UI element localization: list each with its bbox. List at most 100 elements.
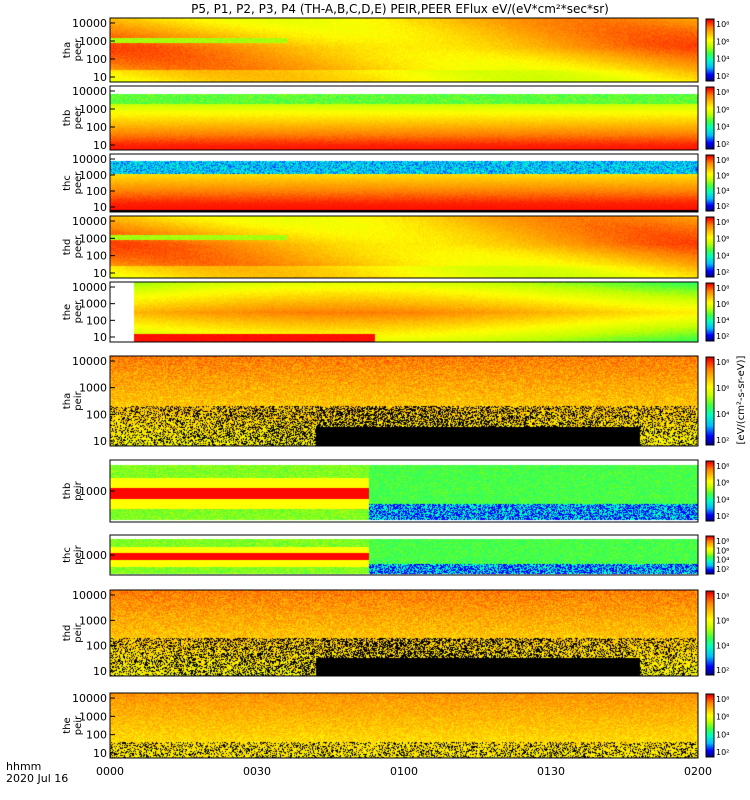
colorbar-tick-label: 10² [716, 436, 729, 445]
panel-ylabel: thb [62, 483, 73, 500]
thb-peer-raster [110, 86, 698, 150]
panel-the-peer: 10000 1000 100 10 the peer 10⁸ 10⁶ 10⁴ 10² [62, 281, 729, 344]
xtick-label: 0130 [537, 765, 565, 778]
ytick-label: 100 [86, 185, 107, 198]
thc-peer-frame [109, 153, 699, 213]
ytick-label: 1000 [79, 382, 107, 395]
ytick-label: 10000 [72, 355, 107, 368]
panel-ylabel: peer [73, 171, 84, 195]
ytick-label: 100 [86, 640, 107, 653]
colorbar-tick-label: 10⁴ [716, 251, 729, 260]
colorbar-tick-label: 10⁸ [716, 537, 729, 546]
colorbar-tick-label: 10⁸ [716, 88, 729, 97]
the-peer-colorbar [705, 282, 715, 342]
colorbar-tick-label: 10⁴ [716, 730, 729, 739]
colorbar-tick-label: 10⁶ [716, 105, 729, 114]
thb-peir-colorbar [705, 460, 715, 522]
panel-thb-peir: 1000 thb peir 10⁸ 10⁶ 10⁴ 10² [62, 459, 729, 523]
ytick-label: 10 [93, 201, 107, 214]
colorbar-tick-label: 10⁶ [716, 171, 729, 180]
panel-ylabel: peer [73, 38, 84, 62]
ytick-label: 100 [86, 314, 107, 327]
colorbar-tick-label: 10⁸ [716, 156, 729, 165]
ytick-label: 10 [93, 267, 107, 280]
ytick-label: 10000 [72, 85, 107, 98]
panel-ylabel: thd [62, 625, 73, 642]
colorbar-tick-label: 10⁸ [716, 20, 729, 29]
colorbar-tick-label: 10² [716, 268, 729, 277]
panel-ylabel: peer [73, 300, 84, 324]
colorbar-tick-label: 10² [716, 512, 729, 521]
the-peir-colorbar [705, 693, 715, 758]
tha-peir-colorbar [705, 356, 715, 446]
panel-thd-peir: 10000 1000 100 10 thd peir 10⁸ 10⁶ 10⁴ 10² [62, 589, 729, 678]
tha-peir-raster [110, 356, 698, 446]
colorbar-tick-label: 10⁶ [716, 37, 729, 46]
thb-peer-frame [109, 85, 699, 151]
panel-ylabel: peer [73, 235, 84, 259]
tha-peer-frame [109, 17, 699, 83]
colorbar-tick-label: 10⁸ [716, 284, 729, 293]
xtick-label: 0100 [390, 765, 418, 778]
colorbar-tick-label: 10² [716, 748, 729, 757]
x-axis: hhmm 2020 Jul 16 0000 0030 0100 0130 0200 [6, 752, 712, 785]
tha-peer-raster [110, 18, 698, 82]
colorbar-tick-label: 10⁴ [716, 495, 729, 504]
ytick-label: 1000 [79, 298, 107, 311]
panel-ylabel: peir [73, 544, 84, 564]
thd-peer-raster [110, 216, 698, 278]
colorbar-tick-label: 10² [716, 202, 729, 211]
ytick-label: 1000 [79, 710, 107, 723]
thc-peir-raster [110, 535, 698, 575]
xtick-label: 0030 [243, 765, 271, 778]
panel-ylabel: peir [73, 715, 84, 735]
panel-ylabel: thb [62, 110, 73, 127]
ytick-label: 10 [93, 665, 107, 678]
ytick-label: 10000 [72, 17, 107, 30]
thd-peir-colorbar [705, 590, 715, 676]
colorbar-tick-label: 10⁶ [716, 546, 729, 555]
panel-ylabel: thd [62, 239, 73, 256]
xtick-label: 0200 [684, 765, 712, 778]
colorbar-tick-label: 10² [716, 565, 729, 574]
colorbar-tick-label: 10⁶ [716, 479, 729, 488]
panel-thb-peer: 10000 1000 100 10 thb peer 10⁸ 10⁶ 10⁴ 10² [62, 85, 729, 152]
panel-ylabel: tha [62, 42, 73, 58]
colorbar-tick-label: 10² [716, 666, 729, 675]
x-axis-label: hhmm [6, 760, 41, 773]
panel-tha-peir: 10000 1000 100 10 tha peir 10⁸ 10⁶ 10⁴ 10² [62, 355, 729, 448]
colorbar-tick-label: 10⁴ [716, 556, 729, 565]
panel-thc-peer: 10000 1000 100 10 thc peer 10⁸ 10⁶ 10⁴ 10² [62, 153, 729, 214]
the-peer-frame [109, 281, 699, 343]
panel-thd-peer: 10000 1000 100 10 thd peer 10⁸ 10⁶ 10⁴ 10² [62, 215, 729, 280]
ytick-label: 1000 [79, 485, 107, 498]
colorbar-tick-label: 10⁸ [716, 462, 729, 471]
colorbar-tick-label: 10⁶ [716, 235, 729, 244]
colorbar-tick-label: 10² [716, 332, 729, 341]
the-peir-raster [110, 693, 698, 758]
chart-title: P5, P1, P2, P3, P4 (TH-A,B,C,D,E) PEIR,P… [191, 2, 609, 16]
panel-ylabel: peer [73, 106, 84, 130]
colorbar-tick-label: 10⁶ [716, 300, 729, 309]
the-peer-raster [110, 282, 698, 342]
thd-peir-raster [110, 590, 698, 676]
tha-peer-colorbar [705, 18, 715, 82]
ytick-label: 10 [93, 331, 107, 344]
colorbar-tick-label: 10⁴ [716, 55, 729, 64]
colorbar-tick-label: 10⁸ [716, 218, 729, 227]
thd-peir-frame [109, 589, 699, 677]
panel-ylabel: thc [62, 175, 73, 191]
thc-peir-colorbar [705, 535, 715, 575]
ytick-label: 1000 [79, 103, 107, 116]
thb-peer-colorbar [705, 86, 715, 150]
ytick-label: 10000 [72, 589, 107, 602]
panel-ylabel: peir [73, 390, 84, 410]
thb-peir-raster [110, 460, 698, 522]
ytick-label: 10 [93, 435, 107, 448]
thd-peer-colorbar [705, 216, 715, 278]
panel-ylabel: peir [73, 622, 84, 642]
colorbar-tick-label: 10² [716, 140, 729, 149]
